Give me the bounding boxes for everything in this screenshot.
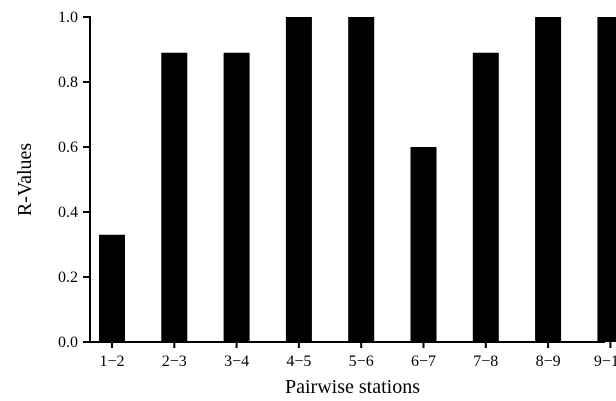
x-tick-label: 5−6	[349, 353, 374, 370]
bar	[597, 17, 616, 342]
x-tick-label: 6−7	[411, 353, 436, 370]
bar	[223, 52, 250, 342]
bar	[161, 52, 188, 342]
x-tick-label: 2−3	[162, 353, 187, 370]
bar	[410, 147, 437, 342]
y-axis: 0.0 0.2 0.4 0.6 0.8 1.0	[58, 9, 91, 351]
y-tick-label: 0.2	[58, 269, 78, 286]
x-axis-title: Pairwise stations	[285, 376, 420, 398]
y-tick-label: 0.8	[58, 74, 78, 91]
x-tick-label: 8−9	[536, 353, 561, 370]
bars	[99, 17, 616, 342]
x-tick-label: 1−2	[99, 353, 124, 370]
x-tick-label: 4−5	[286, 353, 311, 370]
bar	[348, 17, 375, 342]
bar	[285, 17, 312, 342]
x-tick-label: 9−10	[594, 353, 616, 370]
bar	[99, 234, 125, 342]
x-axis: 1−2 2−3 3−4 4−5 5−6 6−7 7−8 8−9 9−10	[89, 341, 616, 370]
y-tick-label: 0.0	[58, 334, 78, 351]
y-axis-title: R-Values	[14, 143, 36, 217]
x-tick-label: 7−8	[473, 353, 498, 370]
x-tick-label: 3−4	[224, 353, 249, 370]
bar	[535, 17, 562, 342]
bar	[472, 52, 499, 342]
y-tick-label: 0.6	[58, 139, 78, 156]
y-tick-label: 0.4	[58, 204, 78, 221]
y-tick-label: 1.0	[58, 9, 78, 26]
